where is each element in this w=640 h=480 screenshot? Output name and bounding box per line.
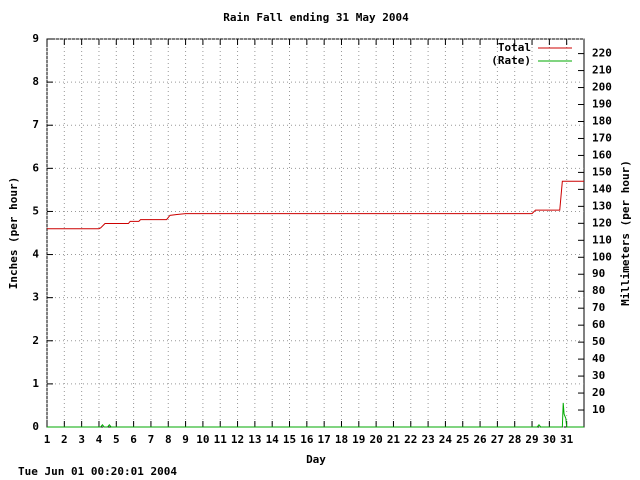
y2-tick-label: 100 bbox=[592, 250, 612, 263]
y2-tick-label: 210 bbox=[592, 64, 612, 77]
x-tick-label: 17 bbox=[318, 433, 331, 446]
x-tick-label: 1 bbox=[44, 433, 51, 446]
chart-title: Rain Fall ending 31 May 2004 bbox=[223, 11, 409, 24]
y2-tick-label: 50 bbox=[592, 335, 605, 348]
x-tick-label: 15 bbox=[283, 433, 296, 446]
y2-tick-label: 170 bbox=[592, 131, 612, 144]
y2-axis-label: Millimeters (per hour) bbox=[619, 160, 632, 306]
y-tick-label: 0 bbox=[32, 420, 39, 433]
y2-tick-label: 160 bbox=[592, 148, 612, 161]
y2-tick-label: 180 bbox=[592, 114, 612, 127]
x-tick-label: 6 bbox=[130, 433, 137, 446]
legend-label: Total bbox=[498, 41, 531, 54]
series-line bbox=[47, 180, 584, 230]
y2-tick-label: 220 bbox=[592, 47, 612, 60]
y-tick-label: 4 bbox=[32, 248, 39, 261]
y-tick-label: 9 bbox=[32, 32, 39, 45]
x-tick-label: 30 bbox=[543, 433, 556, 446]
series-line bbox=[47, 402, 584, 428]
x-tick-label: 24 bbox=[439, 433, 453, 446]
x-tick-label: 2 bbox=[61, 433, 68, 446]
x-tick-label: 16 bbox=[300, 433, 314, 446]
y2-tick-label: 150 bbox=[592, 165, 612, 178]
y2-tick-label: 130 bbox=[592, 199, 612, 212]
y-tick-label: 7 bbox=[32, 118, 39, 131]
x-tick-label: 10 bbox=[196, 433, 209, 446]
x-tick-label: 27 bbox=[491, 433, 504, 446]
x-tick-label: 8 bbox=[165, 433, 172, 446]
plot-frame bbox=[46, 38, 585, 428]
x-tick-label: 26 bbox=[473, 433, 487, 446]
footer: Tue Jun 01 00:20:01 2004 bbox=[18, 465, 177, 478]
y2-tick-label: 70 bbox=[592, 301, 605, 314]
x-tick-label: 21 bbox=[387, 433, 401, 446]
x-tick-label: 14 bbox=[266, 433, 280, 446]
y2-tick-label: 140 bbox=[592, 182, 612, 195]
x-tick-label: 13 bbox=[248, 433, 261, 446]
x-tick-label: 3 bbox=[78, 433, 85, 446]
y-axis-label: Inches (per hour) bbox=[7, 177, 20, 290]
y2-tick-label: 190 bbox=[592, 98, 612, 111]
x-tick-label: 28 bbox=[508, 433, 521, 446]
y2-tick-label: 30 bbox=[592, 369, 605, 382]
y-tick-label: 6 bbox=[32, 161, 39, 174]
x-tick-label: 12 bbox=[231, 433, 244, 446]
x-tick-label: 9 bbox=[182, 433, 189, 446]
y2-tick-label: 20 bbox=[592, 386, 605, 399]
x-tick-label: 29 bbox=[525, 433, 538, 446]
y-tick-label: 1 bbox=[32, 377, 39, 390]
x-tick-label: 25 bbox=[456, 433, 469, 446]
x-tick-label: 31 bbox=[560, 433, 574, 446]
y2-tick-label: 110 bbox=[592, 233, 612, 246]
x-tick-label: 11 bbox=[214, 433, 228, 446]
x-tick-label: 20 bbox=[370, 433, 383, 446]
x-tick-label: 7 bbox=[148, 433, 155, 446]
y2-tick-label: 120 bbox=[592, 216, 612, 229]
x-axis-label: Day bbox=[306, 453, 326, 466]
y2-tick-label: 80 bbox=[592, 284, 605, 297]
x-tick-label: 4 bbox=[96, 433, 103, 446]
y2-tick-label: 90 bbox=[592, 267, 605, 280]
x-tick-label: 22 bbox=[404, 433, 417, 446]
y2-tick-label: 200 bbox=[592, 81, 612, 94]
y-tick-label: 2 bbox=[32, 334, 39, 347]
y2-tick-label: 10 bbox=[592, 403, 605, 416]
y-tick-label: 3 bbox=[32, 291, 39, 304]
y-tick-label: 5 bbox=[32, 204, 39, 217]
x-tick-label: 5 bbox=[113, 433, 120, 446]
x-tick-label: 23 bbox=[421, 433, 434, 446]
y2-tick-label: 40 bbox=[592, 352, 605, 365]
y2-tick-label: 60 bbox=[592, 318, 605, 331]
x-tick-label: 18 bbox=[335, 433, 348, 446]
legend-label: (Rate) bbox=[491, 54, 531, 67]
y-tick-label: 8 bbox=[32, 75, 39, 88]
x-tick-label: 19 bbox=[352, 433, 365, 446]
